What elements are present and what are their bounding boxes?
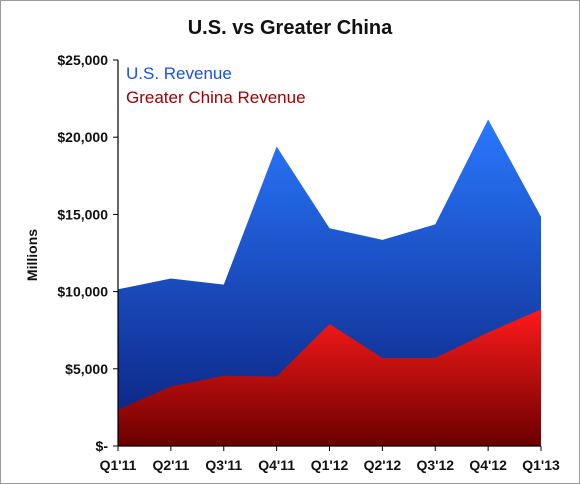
x-tick-labels: Q1'11 Q2'11 Q3'11 Q4'11 Q1'12 Q2'12 Q3'12 Q4'12… [100,457,560,473]
greater-china-revenue-area [118,309,541,446]
x-tick-label: Q4'12 [469,457,507,473]
x-tick-label: Q3'12 [416,457,454,473]
axes [113,59,542,451]
x-tick-label: Q3'11 [205,457,242,473]
x-tick-label: Q1'13 [522,457,560,473]
x-tick-label: Q4'11 [258,457,295,473]
x-tick-label: Q2'11 [152,457,189,473]
x-tick-label: Q1'12 [311,457,349,473]
legend-china-revenue: Greater China Revenue [126,88,306,107]
y-tick-label: $10,000 [57,284,108,300]
y-tick-label: $15,000 [57,206,108,222]
legend-us-revenue: U.S. Revenue [126,64,232,83]
y-tick-labels: $- $5,000 $10,000 $15,000 $20,000 $25,000 [57,52,108,454]
y-tick-label: $5,000 [65,361,108,377]
series-areas [118,119,541,446]
y-axis-label: Millions [24,229,40,281]
x-tick-label: Q2'12 [364,457,402,473]
y-tick-label: $20,000 [57,129,108,145]
x-tick-label: Q1'11 [100,457,137,473]
chart-title: U.S. vs Greater China [188,17,393,39]
y-tick-label: $25,000 [57,52,108,68]
y-tick-label: $- [96,438,109,454]
